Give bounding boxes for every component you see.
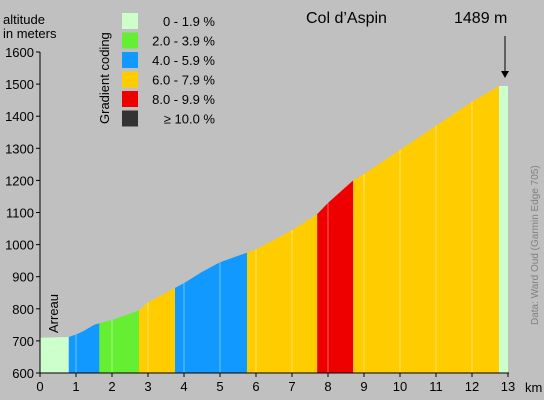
y-tick-label: 1300 (5, 141, 34, 156)
chart-title: Col d’Aspin (306, 10, 387, 27)
summit-arrow-icon (501, 36, 509, 78)
profile-segment-4 (139, 287, 175, 373)
x-tick-label: 7 (288, 379, 295, 394)
y-tick-label: 1100 (6, 206, 34, 221)
legend-swatch (122, 32, 138, 49)
legend-label: 2.0 - 3.9 % (152, 34, 215, 49)
y-tick-label: 1500 (5, 77, 34, 92)
x-tick-label: 0 (36, 379, 43, 394)
legend-swatch (122, 52, 138, 68)
y-tick-label: 1400 (5, 109, 34, 124)
profile-segment-6 (247, 214, 318, 373)
y-tick-label: 800 (12, 302, 34, 317)
profile-segment-3 (99, 310, 139, 373)
x-axis-label: km (525, 380, 542, 395)
legend-swatch (122, 110, 138, 127)
profile-segment-8 (353, 86, 499, 373)
x-tick-label: 6 (252, 379, 259, 394)
y-tick-label: 700 (12, 334, 34, 349)
km-grid-lines (75, 101, 473, 373)
legend-label: 8.0 - 9.9 % (152, 92, 215, 107)
y-axis-label-line2: in meters (3, 26, 57, 41)
legend-label: 0 - 1.9 % (163, 14, 215, 29)
x-tick-label: 4 (180, 379, 187, 394)
y-tick-labels: 600 700 800 900 1000 1100 1200 1300 1400 1500 1600 (5, 45, 40, 381)
start-town-label: Arreau (46, 294, 61, 333)
x-tick-label: 5 (216, 379, 223, 394)
gradient-legend: 0 - 1.9 % 2.0 - 3.9 % 4.0 - 5.9 % 6.0 - 7.9… (122, 13, 215, 127)
x-tick-label: 3 (144, 379, 151, 394)
profile-segment-2 (68, 323, 100, 373)
profile-segment-1 (40, 337, 69, 373)
data-credit: Data: Ward Oud (Garmin Edge 705) (530, 165, 541, 325)
x-tick-label: 12 (465, 379, 479, 394)
y-tick-label: 1600 (5, 45, 34, 60)
y-tick-label: 1000 (5, 238, 34, 253)
legend-label: ≥ 10.0 % (164, 112, 216, 127)
y-tick-label: 1200 (5, 173, 34, 188)
y-tick-label: 600 (12, 366, 34, 381)
legend-swatch (122, 91, 138, 107)
legend-swatch (122, 71, 138, 88)
profile-segment-5 (175, 252, 247, 373)
legend-label: 4.0 - 5.9 % (152, 53, 215, 68)
x-tick-label: 8 (324, 379, 331, 394)
x-tick-label: 1 (72, 379, 79, 394)
x-tick-label: 2 (108, 379, 115, 394)
y-tick-label: 900 (12, 270, 34, 285)
legend-label: 6.0 - 7.9 % (152, 73, 215, 88)
profile-segment-9 (499, 86, 508, 373)
legend-title: Gradient coding (97, 32, 112, 124)
x-tick-label: 13 (501, 379, 515, 394)
y-axis-label-line1: altitude (3, 12, 45, 27)
profile-area-layer (40, 86, 508, 373)
x-tick-label: 10 (393, 379, 407, 394)
profile-segment-7 (317, 180, 354, 373)
x-tick-label: 9 (360, 379, 367, 394)
legend-swatch (122, 13, 138, 29)
x-tick-label: 11 (429, 379, 443, 394)
summit-altitude-label: 1489 m (454, 10, 507, 27)
x-tick-labels: 0 1 2 3 4 5 6 7 8 9 10 11 12 13 (36, 373, 515, 394)
